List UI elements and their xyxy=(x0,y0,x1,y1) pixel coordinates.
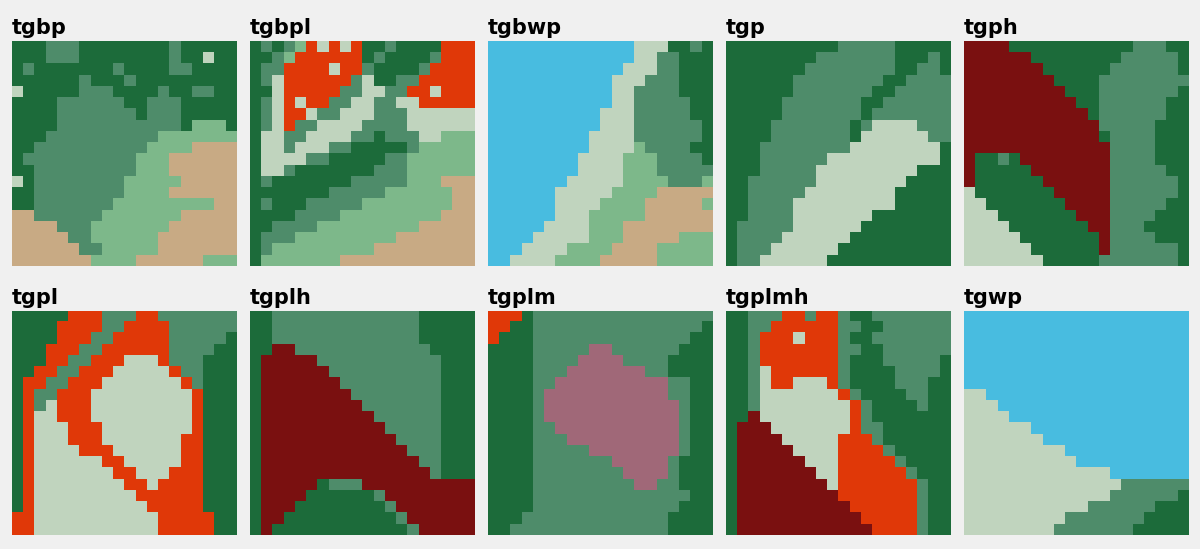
Text: tgplmh: tgplmh xyxy=(726,288,809,308)
Text: tgp: tgp xyxy=(726,18,766,38)
Text: tgbpl: tgbpl xyxy=(250,18,312,38)
Text: tgpl: tgpl xyxy=(12,288,59,308)
Text: tgbwp: tgbwp xyxy=(487,18,562,38)
Text: tgbp: tgbp xyxy=(12,18,67,38)
Text: tgph: tgph xyxy=(964,18,1019,38)
Text: tgwp: tgwp xyxy=(964,288,1022,308)
Text: tgplm: tgplm xyxy=(487,288,557,308)
Text: tgplh: tgplh xyxy=(250,288,312,308)
